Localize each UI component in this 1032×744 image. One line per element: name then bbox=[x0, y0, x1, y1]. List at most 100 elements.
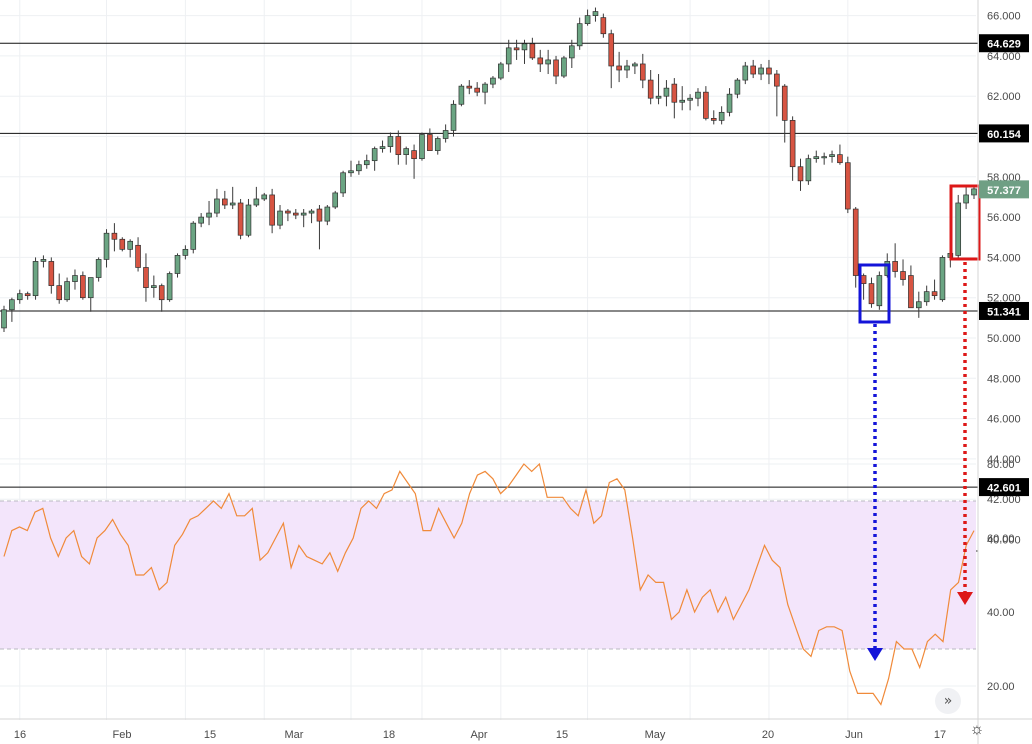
candle-body bbox=[56, 285, 62, 301]
blue-arrow-head bbox=[867, 648, 883, 661]
candle-body bbox=[316, 208, 323, 222]
rsi-band bbox=[0, 500, 976, 650]
scroll-to-latest-button[interactable]: » bbox=[935, 688, 961, 714]
candle-body bbox=[387, 136, 394, 147]
candle-body bbox=[434, 138, 441, 151]
candle-body bbox=[411, 150, 417, 160]
candle-body bbox=[553, 59, 559, 77]
candle-body bbox=[639, 63, 646, 81]
candle-body bbox=[750, 65, 756, 75]
double-chevron-right-icon: » bbox=[943, 693, 953, 709]
candle-body bbox=[569, 45, 575, 59]
y-tick-label: 62.000 bbox=[987, 91, 1021, 103]
candle-body bbox=[482, 83, 488, 93]
y-tick-label: 44.000 bbox=[987, 454, 1021, 466]
candle-body bbox=[742, 65, 749, 81]
candle-body bbox=[868, 283, 875, 305]
candle-body bbox=[892, 261, 898, 272]
candlestick-series bbox=[1, 7, 977, 332]
candle-body bbox=[703, 91, 709, 119]
candle-body bbox=[829, 154, 835, 157]
candle-body bbox=[403, 148, 409, 155]
candle-body bbox=[442, 130, 449, 139]
candle-body bbox=[789, 120, 796, 168]
candle-body bbox=[214, 198, 220, 214]
candle-body bbox=[308, 210, 315, 214]
y-tick-label: 64.000 bbox=[987, 51, 1021, 63]
candle-body bbox=[916, 301, 922, 309]
candle-body bbox=[80, 275, 86, 299]
candle-body bbox=[324, 206, 331, 222]
settings-button[interactable]: ☼ bbox=[966, 719, 988, 741]
candle-body bbox=[576, 23, 583, 47]
candle-body bbox=[332, 192, 339, 208]
candle-body bbox=[718, 111, 725, 121]
candle-body bbox=[813, 156, 820, 160]
candle-body bbox=[300, 212, 307, 216]
rsi-tick-label: 20.00 bbox=[987, 681, 1015, 693]
candle-body bbox=[939, 257, 946, 301]
y-tick-label: 66.000 bbox=[987, 11, 1021, 23]
candle-body bbox=[592, 11, 599, 16]
candle-body bbox=[505, 47, 512, 65]
candle-body bbox=[151, 285, 157, 288]
candle-body bbox=[356, 164, 362, 172]
candle-body bbox=[340, 172, 346, 194]
x-tick-label: Apr bbox=[470, 729, 487, 741]
last-price-label: 57.377 bbox=[987, 185, 1021, 197]
candle-body bbox=[655, 95, 662, 99]
x-tick-label: 15 bbox=[556, 729, 568, 741]
candle-body bbox=[931, 291, 938, 297]
x-tick-label: Mar bbox=[285, 729, 304, 741]
y-tick-label: 50.000 bbox=[987, 333, 1021, 345]
candle-body bbox=[229, 202, 236, 206]
candle-body bbox=[955, 202, 962, 256]
candle-body bbox=[600, 17, 607, 35]
candle-body bbox=[537, 57, 544, 65]
candle-body bbox=[166, 273, 173, 301]
level-label: 42.601 bbox=[987, 483, 1021, 495]
candle-body bbox=[821, 156, 827, 159]
candle-body bbox=[87, 277, 94, 299]
candle-body bbox=[923, 291, 930, 303]
candle-body bbox=[860, 275, 867, 284]
candle-body bbox=[198, 216, 204, 224]
candle-body bbox=[545, 59, 551, 65]
candle-body bbox=[971, 188, 977, 196]
candle-body bbox=[490, 77, 496, 85]
y-tick-label: 56.000 bbox=[987, 212, 1021, 224]
candle-body bbox=[695, 91, 701, 99]
horizontal-levels bbox=[0, 42, 978, 488]
candle-body bbox=[285, 210, 291, 214]
x-tick-label: Jun bbox=[845, 729, 863, 741]
x-tick-label: 18 bbox=[383, 729, 395, 741]
y-tick-label: 48.000 bbox=[987, 373, 1021, 385]
candle-body bbox=[774, 73, 780, 87]
level-label-bg bbox=[979, 478, 1029, 497]
time-axis: 16 Feb 15 Mar 18 Apr 15 May 20 Jun 17 bbox=[0, 718, 1032, 741]
candle-body bbox=[852, 208, 859, 276]
candle-body bbox=[963, 194, 969, 204]
candle-body bbox=[111, 232, 118, 240]
blue-highlight-box bbox=[858, 263, 891, 324]
candle-body bbox=[900, 271, 906, 280]
candle-body bbox=[521, 43, 528, 51]
x-tick-label: 20 bbox=[762, 729, 774, 741]
rsi-series bbox=[3, 462, 975, 706]
candle-body bbox=[182, 248, 189, 256]
rsi-band-fill bbox=[0, 501, 976, 649]
price-axis: 66.00064.00062.00060.00058.00056.00054.0… bbox=[977, 0, 1021, 744]
candle-body bbox=[371, 148, 378, 162]
candle-body bbox=[395, 136, 402, 155]
candle-body bbox=[498, 63, 504, 79]
candle-body bbox=[222, 198, 228, 206]
candle-body bbox=[734, 79, 741, 95]
candle-body bbox=[119, 238, 126, 250]
candle-body bbox=[805, 158, 812, 182]
candle-body bbox=[48, 261, 55, 286]
candle-body bbox=[458, 85, 465, 105]
candle-body bbox=[127, 240, 133, 250]
y-tick-label: 42.000 bbox=[987, 494, 1021, 506]
candle-body bbox=[245, 204, 252, 236]
